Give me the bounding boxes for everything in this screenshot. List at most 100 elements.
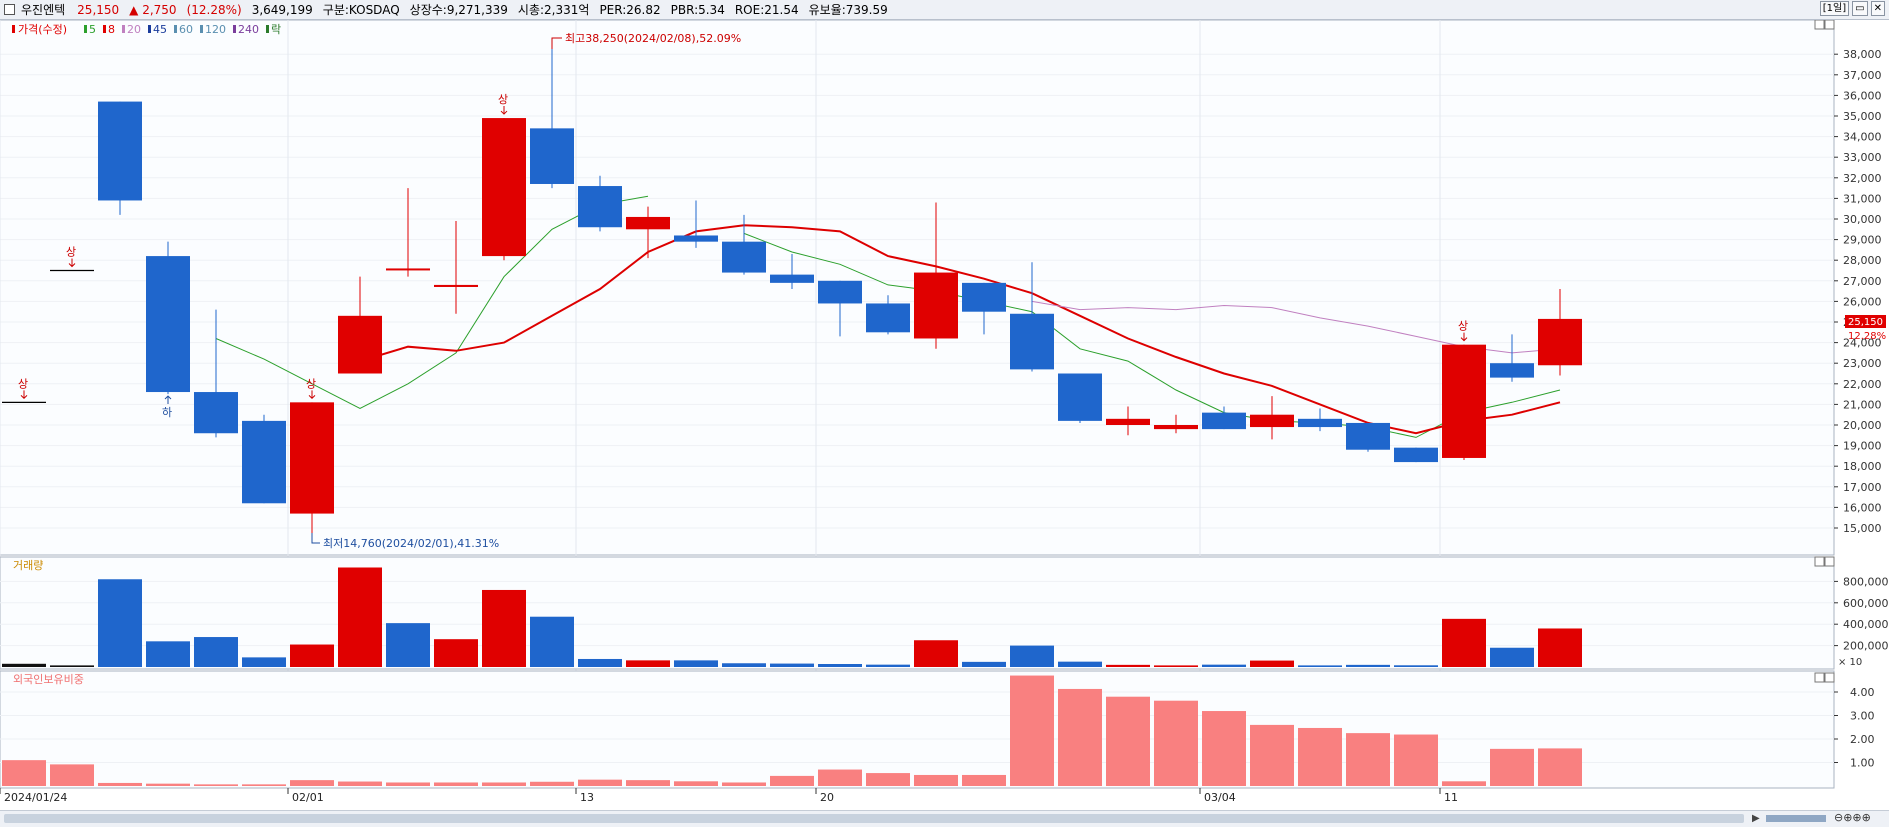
ma-legend-label: 5 <box>89 23 96 36</box>
foreign-bar <box>770 775 814 786</box>
volume-panel-min-button[interactable] <box>1814 556 1825 567</box>
volume-axis: 800,000 600,000 400,000 200,000 <box>1834 575 1889 653</box>
ma-legend-marker <box>84 25 87 33</box>
foreign-tick-label: 1.00 <box>1850 757 1875 770</box>
ma-legend-marker <box>233 25 236 33</box>
ma-legend-marker <box>103 25 106 33</box>
volume-bar <box>146 641 190 667</box>
foreign-panel-close-button[interactable] <box>1824 672 1835 683</box>
candle-body <box>386 268 430 271</box>
scroll-right-icon[interactable]: ▶ <box>1752 813 1760 824</box>
scroll-thumb[interactable] <box>4 814 1744 823</box>
foreign-bar <box>1442 781 1486 786</box>
volume-bar <box>626 660 670 667</box>
volume-label: 거래량 <box>13 559 43 572</box>
foreign-bar <box>722 782 766 786</box>
date-tick-label: 11 <box>1444 791 1458 804</box>
volume-bar <box>338 567 382 667</box>
foreign-bar <box>242 784 286 786</box>
price-tick-label: 26,000 <box>1843 295 1882 308</box>
foreign-tick-label: 3.00 <box>1850 710 1875 723</box>
market-type: 구분:KOSDAQ <box>322 3 400 17</box>
price-panel-min-button[interactable] <box>1814 20 1825 30</box>
price-tick-label: 28,000 <box>1843 254 1882 267</box>
foreign-bar <box>2 760 46 786</box>
foreign-bar <box>1538 748 1582 786</box>
foreign-axis: 4.00 3.00 2.00 1.00 <box>1834 686 1875 770</box>
foreign-bar <box>386 782 430 786</box>
foreign-bar <box>1202 711 1246 786</box>
volume-tick-label: 200,000 <box>1843 640 1889 653</box>
foreign-bar <box>1154 700 1198 786</box>
price-tick-label: 20,000 <box>1843 419 1882 432</box>
limit-up-mark: 상 <box>498 93 508 106</box>
ma-legend-label: 240 <box>238 23 259 36</box>
limit-down-mark: 하 <box>162 405 172 419</box>
foreign-bar <box>1298 727 1342 786</box>
volume-tick-label: 800,000 <box>1843 575 1889 588</box>
candle-body <box>962 282 1006 312</box>
zoom-slider[interactable] <box>1766 815 1826 822</box>
volume-bar <box>1058 661 1102 667</box>
price-tick-label: 32,000 <box>1843 172 1882 185</box>
volume-bar <box>770 663 814 667</box>
volume-panel-close-button[interactable] <box>1824 556 1835 567</box>
stock-chart[interactable]: 38,000 37,000 36,000 35,000 34,000 33,000 32,0… <box>0 20 1889 810</box>
volume-bar <box>50 665 94 667</box>
foreign-bar <box>1058 688 1102 786</box>
candle-body <box>290 402 334 514</box>
volume-bar <box>914 640 958 667</box>
price-legend-marker <box>12 25 15 33</box>
foreign-bar <box>1394 734 1438 786</box>
foreign-bar <box>194 784 238 786</box>
high-pointer <box>551 37 562 50</box>
select-checkbox[interactable] <box>4 4 15 15</box>
volume-bar <box>194 637 238 667</box>
candle-body <box>434 284 478 287</box>
price-tick-label: 27,000 <box>1843 275 1882 288</box>
close-button[interactable]: ✕ <box>1870 1 1885 16</box>
foreign-bar <box>818 769 862 786</box>
volume-bar <box>530 616 574 667</box>
price-panel-close-button[interactable] <box>1824 20 1835 30</box>
foreign-bar <box>1250 724 1294 786</box>
foreign-bar <box>434 782 478 786</box>
candle-body <box>1346 422 1390 450</box>
volume-value: 3,649,199 <box>251 2 313 17</box>
foreign-bar <box>338 781 382 786</box>
price-tick-label: 24,000 <box>1843 337 1882 350</box>
volume-bar <box>242 657 286 667</box>
limit-down-arrow <box>164 395 172 405</box>
volume-bar <box>1346 664 1390 667</box>
minimize-button[interactable]: ▭ <box>1852 1 1868 16</box>
volume-bar <box>482 589 526 667</box>
candle-body <box>146 256 190 393</box>
price-tick-label: 19,000 <box>1843 440 1882 453</box>
price-tick-label: 16,000 <box>1843 501 1882 514</box>
volume-bar <box>1106 664 1150 667</box>
ma-legend-marker <box>148 25 151 33</box>
ma-legend-label: 120 <box>205 23 226 36</box>
period-button[interactable]: [1일] <box>1819 1 1850 16</box>
foreign-bar <box>626 780 670 786</box>
foreign-bar <box>962 774 1006 786</box>
ma-5-line <box>215 195 1561 438</box>
volume-bar <box>578 658 622 667</box>
reserve-ratio: 유보율:739.59 <box>808 3 888 17</box>
horizontal-scrollbar[interactable]: ▶ ⊖⊕⊕⊕ <box>0 810 1889 827</box>
volume-unit: × 10 <box>1838 657 1862 668</box>
price-tick-label: 30,000 <box>1843 213 1882 226</box>
foreign-tick-label: 4.00 <box>1850 686 1875 699</box>
stock-name: 우진엔텍 <box>21 3 66 17</box>
foreign-panel-min-button[interactable] <box>1814 672 1825 683</box>
foreign-panel: 4.00 3.00 2.00 1.00 외국인보유비중 <box>0 670 1875 789</box>
candle-body <box>578 186 622 228</box>
zoom-icons[interactable]: ⊖⊕⊕⊕ <box>1834 811 1871 824</box>
candle-body <box>1538 318 1582 366</box>
candle-body <box>1442 344 1486 458</box>
volume-bar <box>98 579 142 667</box>
foreign-bar <box>914 774 958 786</box>
candle-body <box>818 280 862 304</box>
roe-value: ROE:21.54 <box>734 2 799 17</box>
volume-bar <box>1394 665 1438 667</box>
